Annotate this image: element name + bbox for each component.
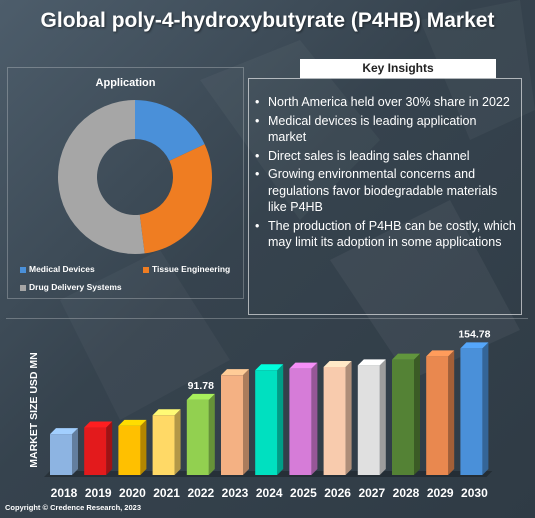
x-tick-label: 2022	[187, 486, 214, 500]
legend-swatch	[143, 266, 149, 273]
legend-label: Medical Devices	[29, 264, 95, 274]
x-tick-label: 2024	[256, 486, 283, 500]
donut-slice-medical-devices	[135, 100, 205, 161]
insight-item: Growing environmental concerns and regul…	[255, 166, 517, 216]
data-label: 91.78	[188, 380, 214, 392]
bar-2023	[221, 369, 249, 475]
bar-2029	[426, 350, 455, 475]
data-label: 154.78	[458, 328, 490, 340]
legend-swatch	[20, 266, 26, 273]
insights-panel: North America held over 30% share in 202…	[248, 78, 522, 315]
x-tick-label: 2019	[85, 486, 112, 500]
bar-2026	[323, 361, 352, 475]
copyright: Copyright © Credence Research, 2023	[5, 503, 141, 512]
page-title: Global poly-4-hydroxybutyrate (P4HB) Mar…	[40, 9, 495, 32]
insight-item: Medical devices is leading application m…	[255, 113, 517, 146]
x-tick-label: 2021	[153, 486, 180, 500]
insights-list: North America held over 30% share in 202…	[255, 94, 517, 253]
x-tick-label: 2027	[358, 486, 385, 500]
bar-2025	[289, 362, 318, 475]
insight-item: The production of P4HB can be costly, wh…	[255, 218, 517, 251]
bar-chart: 2018 2019 2020 2021 2022 91.78 2023 2024 2025 202…	[28, 328, 493, 500]
x-tick-label: 2023	[222, 486, 249, 500]
legend-item-medical-devices: Medical Devices	[20, 264, 95, 274]
bar-2019	[84, 421, 113, 475]
donut-slice-tissue-engineering	[139, 144, 212, 254]
insight-item: Direct sales is leading sales channel	[255, 148, 517, 165]
x-tick-label: 2028	[393, 486, 420, 500]
bar-2024	[255, 364, 284, 475]
pie-panel: Application Medical Devices Tissue Engin…	[7, 67, 244, 299]
legend-label: Tissue Engineering	[152, 264, 231, 274]
bar-2030	[460, 342, 489, 475]
bar-2020	[118, 419, 147, 475]
insight-item: North America held over 30% share in 202…	[255, 94, 517, 111]
insights-title: Key Insights	[300, 59, 496, 78]
donut-slice-drug-delivery-systems	[58, 100, 145, 254]
legend-label: Drug Delivery Systems	[29, 282, 122, 292]
legend-item-tissue-engineering: Tissue Engineering	[143, 264, 230, 274]
x-tick-label: 2026	[324, 486, 351, 500]
legend-swatch	[20, 284, 26, 291]
bar-2022	[186, 393, 215, 475]
bar-2018	[50, 428, 78, 475]
x-tick-label: 2025	[290, 486, 317, 500]
x-tick-label: 2030	[461, 486, 488, 500]
bar-2028	[392, 353, 420, 475]
pie-title: Application	[95, 77, 156, 89]
x-tick-label: 2020	[119, 486, 146, 500]
legend-item-drug-delivery: Drug Delivery Systems	[20, 282, 122, 292]
x-tick-label: 2018	[51, 486, 78, 500]
y-axis-label: MARKET SIZE USD MN	[28, 352, 40, 468]
x-tick-label: 2029	[427, 486, 454, 500]
bar-2027	[357, 359, 386, 475]
donut-chart	[58, 100, 212, 254]
bar-2021	[152, 409, 181, 475]
bar-chart-panel	[6, 318, 528, 501]
